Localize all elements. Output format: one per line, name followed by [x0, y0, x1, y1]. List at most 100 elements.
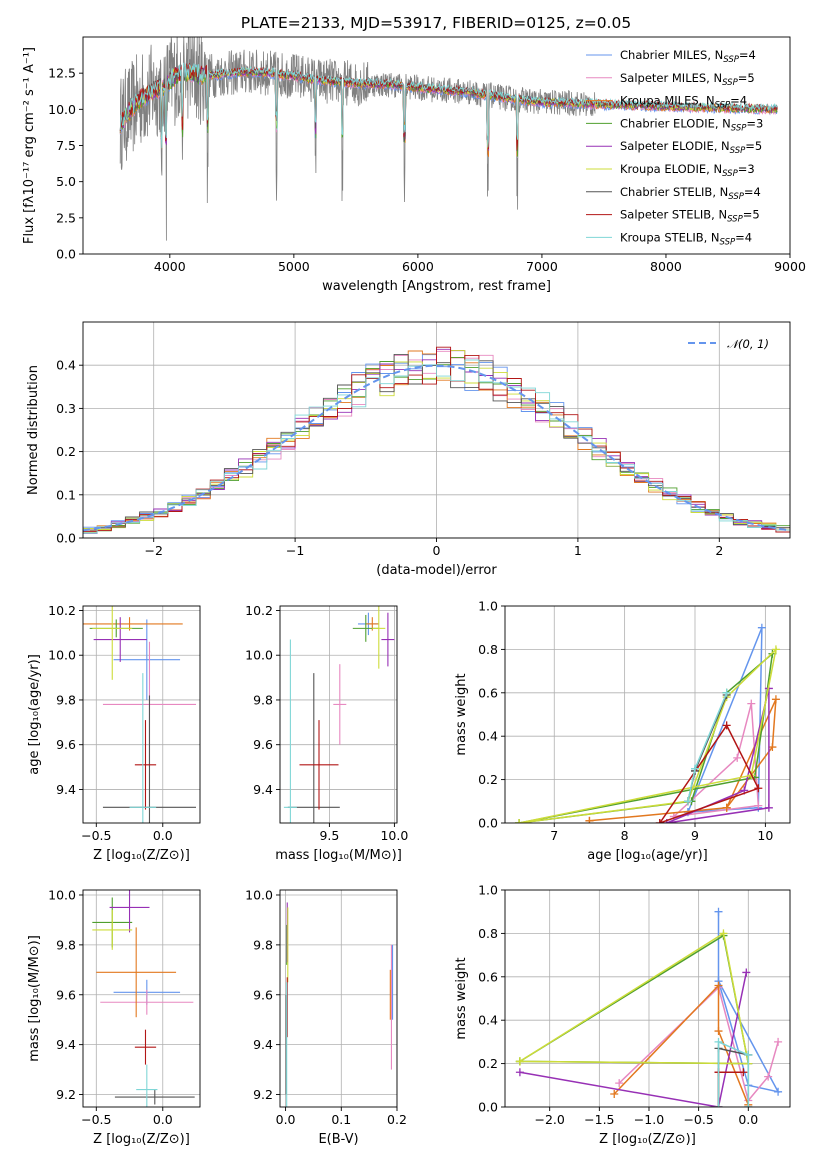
mass-weight-line-3: [589, 698, 777, 822]
panel-4: 9.5 10.0 9.4 9.6 9.8 10.0 10.2 mass [log₁₀(M/M⊙…: [245, 603, 408, 863]
legend-label-sub: SSP: [730, 146, 746, 156]
legend-label-normal: 𝒩(0, 1): [727, 337, 769, 351]
mass-weight-marker-3: [610, 1089, 619, 1098]
mass-weight-marker-1: [714, 907, 723, 916]
mass-weight-marker-5: [764, 803, 773, 812]
y-tick-label: 9.8: [253, 937, 273, 952]
x-tick-label: 0.2: [387, 1112, 407, 1127]
mass-weight-marker-3: [771, 695, 780, 704]
x-tick-label: 2: [715, 543, 723, 558]
x-tick-label: 9: [691, 828, 699, 843]
y-tick-label: 1.0: [478, 883, 498, 898]
legend-label-sub: SSP: [727, 215, 743, 225]
mass-weight-marker-8: [722, 721, 731, 730]
y-tick-label: 0.0: [478, 1100, 498, 1115]
x-tick-label: −2.0: [535, 1112, 565, 1127]
plot-area: [83, 322, 790, 538]
legend-label-sub: SSP: [731, 123, 747, 133]
mass-weight-marker-2: [733, 753, 742, 762]
mass-weight-line-9: [717, 1040, 750, 1107]
mass-weight-marker-3: [714, 981, 723, 990]
y-tick-label: 9.6: [56, 737, 76, 752]
legend-label-8: Salpeter STELIB, NSSP=5: [620, 208, 760, 225]
legend-label-end: =5: [743, 208, 760, 222]
mass-weight-marker-9: [744, 1050, 753, 1059]
mass-weight-marker-9: [722, 688, 731, 697]
x-tick-label: −0.5: [81, 828, 111, 843]
legend-label-9: Kroupa STELIB, NSSP=4: [620, 230, 752, 247]
y-axis-label: mass weight: [454, 673, 469, 755]
mass-weight-line-1: [687, 627, 763, 813]
x-tick-label: 6000: [402, 259, 434, 274]
y-tick-label: 9.2: [253, 1087, 273, 1102]
legend-label-main: Salpeter MILES, N: [620, 71, 722, 85]
y-tick-label: 10.0: [245, 887, 273, 902]
mass-weight-marker-2: [774, 1037, 783, 1046]
y-axis-label: mass [log₁₀(M/M⊙)]: [27, 935, 42, 1062]
legend-label-4: Chabrier ELODIE, NSSP=3: [620, 116, 763, 133]
y-tick-label: 0.8: [478, 642, 498, 657]
mass-weight-marker-9: [691, 764, 699, 773]
y-tick-label: 2.5: [56, 210, 76, 225]
residual-histogram-9: [83, 359, 790, 534]
x-axis-label: mass [log₁₀(M/M⊙)]: [275, 848, 402, 863]
y-tick-label: 9.6: [56, 987, 76, 1002]
y-tick-label: 10.0: [48, 648, 76, 663]
axes-frame: [279, 605, 398, 824]
mass-weight-line-6: [518, 647, 778, 823]
mass-weight-line-5: [519, 972, 748, 1107]
axes-frame: [279, 889, 398, 1108]
axes-frame: [82, 605, 201, 824]
mass-weight-marker-6: [771, 645, 780, 654]
y-tick-label: 10.0: [245, 648, 273, 663]
mass-weight-marker-8: [754, 784, 763, 793]
x-tick-label: 5000: [278, 259, 310, 274]
x-tick-label: −1.5: [584, 1112, 614, 1127]
y-tick-label: 10.0: [48, 102, 76, 117]
legend-label-end: =4: [744, 185, 761, 199]
x-tick-label: 0.1: [331, 1112, 351, 1127]
x-tick-label: 1: [574, 543, 582, 558]
x-axis-label: Z [log₁₀(Z/Z⊙)]: [599, 1132, 696, 1147]
y-tick-label: 9.4: [253, 1037, 273, 1052]
x-axis-label: wavelength [Angstrom, rest frame]: [322, 279, 551, 294]
y-tick-label: 0.2: [478, 772, 498, 787]
mass-weight-marker-2: [754, 801, 763, 810]
mass-weight-line-3: [613, 983, 749, 1106]
axes-frame: [82, 321, 791, 539]
y-tick-label: 0.4: [478, 1013, 498, 1028]
x-tick-label: −1: [286, 543, 304, 558]
panel-3: −0.5 0.0 9.4 9.6 9.8 10.0 10.2 Z [log₁₀(Z/Z⊙)] a…: [27, 603, 201, 863]
legend-label-sub: SSP: [722, 78, 738, 88]
mass-weight-line-9: [687, 692, 728, 802]
panel-6: −0.5 0.0 9.2 9.4 9.6 9.8 10.0 Z [log₁₀(Z/Z⊙)] ma…: [27, 887, 201, 1147]
panel-5: 7 8 9 10 0.0 0.2 0.4 0.6 0.8 1.0 age [log₁₀(age/yr…: [454, 599, 791, 863]
y-tick-label: 9.8: [56, 937, 76, 952]
y-tick-label: 9.6: [253, 987, 273, 1002]
y-tick-label: 12.5: [48, 66, 76, 81]
y-tick-label: 0.2: [56, 444, 76, 459]
mass-weight-marker-8: [655, 819, 664, 823]
x-axis-label: E(B-V): [318, 1132, 358, 1147]
legend-label-2: Salpeter MILES, NSSP=5: [620, 71, 755, 88]
y-tick-label: 0.6: [478, 969, 498, 984]
x-tick-label: −1.0: [634, 1112, 664, 1127]
plot-area: [505, 890, 790, 1107]
plot-area: [83, 606, 200, 823]
mass-weight-marker-6: [515, 819, 524, 823]
mass-weight-marker-2: [747, 699, 756, 708]
x-tick-label: 7000: [526, 259, 558, 274]
legend-label-sub: SSP: [723, 55, 739, 65]
x-tick-label: −0.5: [683, 1112, 713, 1127]
legend-label-main: Salpeter STELIB, N: [620, 208, 727, 222]
plot-area: [280, 890, 397, 1107]
x-tick-label: 0.0: [153, 1112, 173, 1127]
y-tick-label: 10.0: [48, 887, 76, 902]
legend-label-3: Kroupa MILES, NSSP=4: [620, 94, 747, 111]
legend-label-sub: SSP: [720, 237, 736, 247]
legend-label-end: =4: [730, 94, 747, 108]
mass-weight-marker-8: [739, 1068, 748, 1077]
legend-label-end: =4: [739, 48, 756, 62]
mass-weight-marker-9: [744, 1103, 753, 1107]
y-tick-label: 0.0: [56, 531, 76, 546]
